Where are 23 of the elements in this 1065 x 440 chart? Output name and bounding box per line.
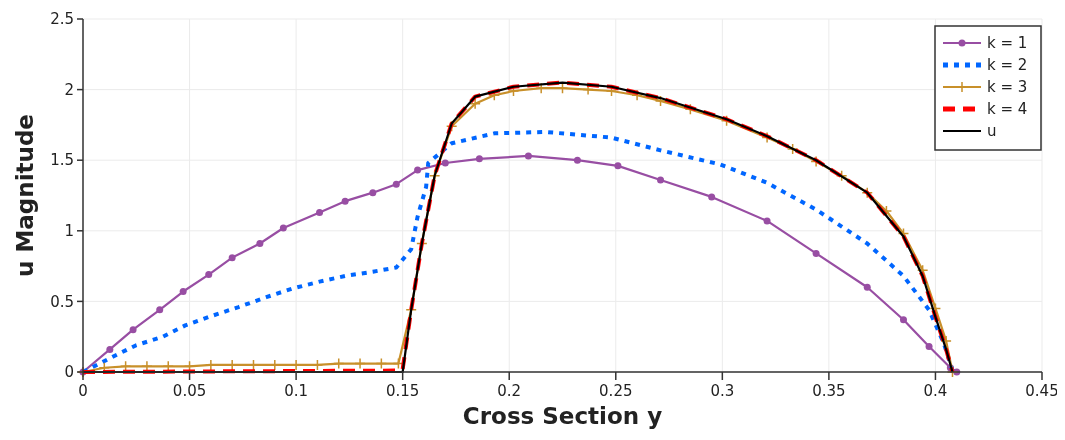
x-tick-label: 0.4: [923, 382, 948, 400]
x-axis-title: Cross Section y: [462, 403, 663, 429]
y-tick-label: 1.5: [50, 151, 74, 170]
legend-label: k = 2: [987, 56, 1028, 75]
x-tick-label: 0.25: [599, 382, 633, 400]
legend-label: k = 3: [987, 78, 1028, 97]
legend-label: k = 4: [987, 100, 1028, 119]
y-axis-title: u Magnitude: [12, 114, 38, 277]
y-tick-label: 0.5: [50, 292, 74, 311]
legend-label: k = 1: [987, 34, 1028, 53]
x-tick-label: 0.1: [284, 382, 309, 400]
x-tick-label: 0.2: [497, 382, 522, 400]
y-tick-label: 2.5: [50, 10, 74, 29]
x-tick-label: 0.3: [710, 382, 735, 400]
y-tick-label: 1: [64, 222, 74, 241]
y-tick-label: 0: [64, 363, 74, 382]
legend-label: u: [987, 122, 997, 141]
x-tick-label: 0.15: [385, 382, 420, 400]
x-tick-label: 0: [78, 382, 88, 400]
x-tick-label: 0.45: [1025, 382, 1059, 400]
x-tick-label: 0.35: [812, 382, 846, 400]
x-tick-label: 0.05: [172, 382, 207, 400]
y-tick-label: 2: [64, 80, 74, 99]
